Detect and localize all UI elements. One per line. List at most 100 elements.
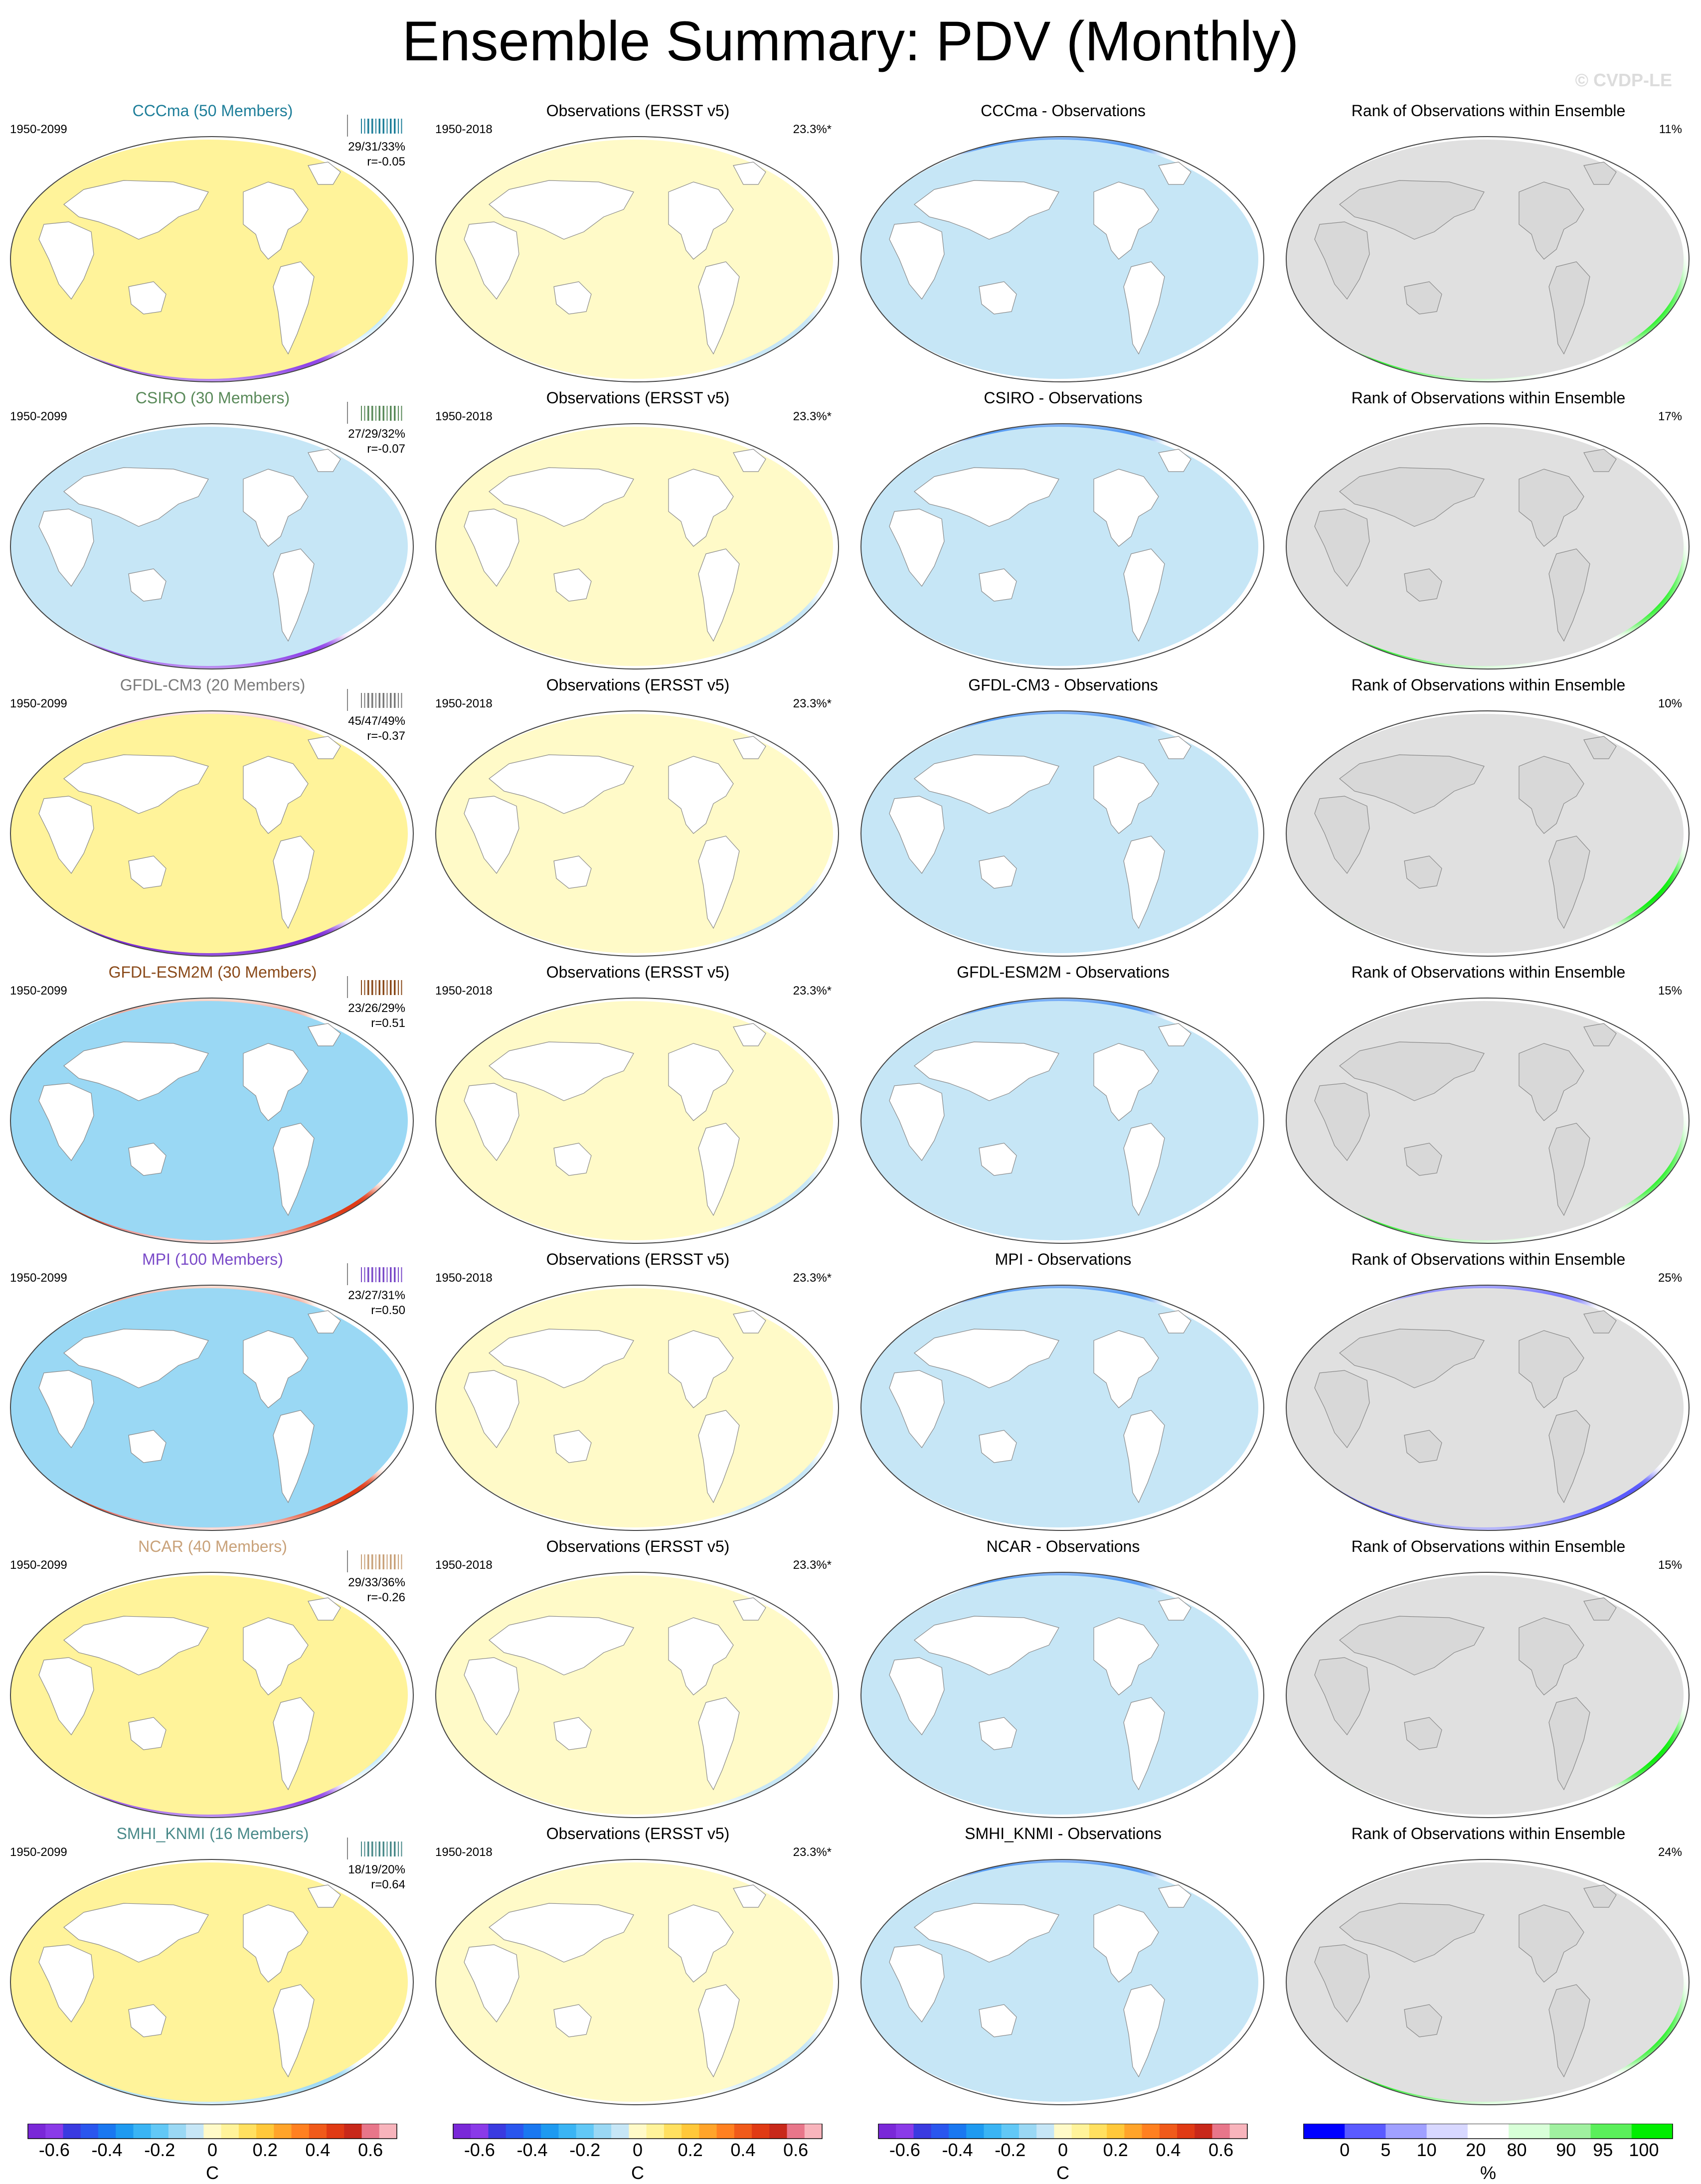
- continent-outline: [1158, 1597, 1191, 1621]
- continent-outline: [698, 1410, 740, 1504]
- continent-outline: [1519, 756, 1584, 834]
- globe-border: [860, 1285, 1264, 1531]
- continent-outline: [1583, 449, 1617, 472]
- continent-outline: [1583, 1597, 1617, 1621]
- observations-title: Observations (ERSST v5): [546, 389, 730, 407]
- difference-panel: SMHI_KNMI - Observations: [850, 1823, 1276, 2110]
- colorbar-swatch: [168, 2124, 186, 2139]
- rank-colorbar: 0 5 10 20 80 90 95 100%: [1276, 2124, 1701, 2184]
- member-ticks: [347, 689, 402, 711]
- continent-outline: [698, 548, 740, 642]
- continent-outline: [243, 469, 309, 547]
- continent-outline: [1093, 1617, 1159, 1695]
- globe-border: [1286, 1285, 1690, 1531]
- globe-border: [435, 1572, 839, 1818]
- continent-outline: [273, 1410, 315, 1504]
- continent-outline: [553, 281, 592, 315]
- observations-period: 1950-2018: [435, 1558, 493, 1572]
- difference-panel: GFDL-CM3 - Observations: [850, 674, 1276, 961]
- continent-outline: [889, 508, 945, 587]
- continent-outline: [668, 469, 734, 547]
- colorbar-tick-label: -0.4: [91, 2140, 123, 2160]
- globe-border: [860, 423, 1264, 670]
- r-stat: r=0.64: [371, 1878, 405, 1891]
- globe-border: [860, 1572, 1264, 1818]
- continent-outline: [243, 756, 309, 834]
- observations-panel: Observations (ERSST v5) 1950-2018 23.3%*: [425, 961, 850, 1248]
- globe-border: [435, 998, 839, 1244]
- map-model: [10, 710, 414, 957]
- continent-outline: [1583, 162, 1617, 185]
- observations-period: 1950-2018: [435, 1271, 493, 1285]
- rank-panel: Rank of Observations within Ensemble 25%: [1276, 1248, 1701, 1535]
- continent-outline: [63, 1041, 209, 1101]
- colorbar-swatch: [291, 2124, 310, 2139]
- continent-outline: [489, 1903, 634, 1963]
- continent-outline: [1339, 1329, 1485, 1388]
- map-difference: [860, 1285, 1264, 1531]
- continent-outline: [1093, 181, 1159, 260]
- continent-outline: [979, 281, 1017, 315]
- colorbar-swatch: [1107, 2124, 1125, 2139]
- continent-outline: [914, 1041, 1059, 1101]
- continent-outline: [308, 449, 341, 472]
- observations-variance: 23.3%*: [793, 410, 832, 423]
- map-observations: [435, 136, 839, 382]
- colorbar-swatch: [1549, 2124, 1591, 2139]
- model-panel: NCAR (40 Members) 1950-2099 29/33/36% r=-0.…: [0, 1535, 425, 1823]
- model-title: NCAR (40 Members): [138, 1537, 287, 1555]
- colorbar-swatch: [699, 2124, 717, 2139]
- difference-title: CSIRO - Observations: [984, 389, 1143, 407]
- observations-variance: 23.3%*: [793, 123, 832, 136]
- continent-outline: [1123, 1410, 1165, 1504]
- continent-outline: [273, 1123, 315, 1216]
- rank-title: Rank of Observations within Ensemble: [1351, 676, 1626, 694]
- continent-outline: [1519, 1904, 1584, 1983]
- colorbar-swatch: [769, 2124, 788, 2139]
- rank-title: Rank of Observations within Ensemble: [1351, 1250, 1626, 1268]
- member-ticks: [347, 1263, 402, 1285]
- globe-border: [10, 1859, 414, 2105]
- observations-variance: 23.3%*: [793, 697, 832, 710]
- difference-panel: MPI - Observations: [850, 1248, 1276, 1535]
- continent-outline: [489, 754, 634, 814]
- member-ticks: [347, 402, 402, 424]
- continent-outline: [1404, 1430, 1442, 1463]
- globe-border: [435, 423, 839, 670]
- continent-outline: [1158, 736, 1191, 759]
- continent-outline: [489, 1616, 634, 1676]
- continent-outline: [1123, 261, 1165, 355]
- globe-border: [435, 1859, 839, 2105]
- continent-outline: [38, 1083, 94, 1162]
- globe-border: [10, 1285, 414, 1531]
- map-difference: [860, 998, 1264, 1244]
- map-observations: [435, 1572, 839, 1818]
- continent-outline: [308, 736, 341, 759]
- continent-outline: [1123, 1123, 1165, 1216]
- rank-title: Rank of Observations within Ensemble: [1351, 102, 1626, 120]
- continent-outline: [273, 1984, 315, 2078]
- observations-title: Observations (ERSST v5): [546, 963, 730, 981]
- observations-period: 1950-2018: [435, 410, 493, 423]
- colorbar-tick-label: 0: [632, 2140, 643, 2160]
- pct-stat: 29/31/33%: [348, 140, 405, 154]
- ensemble-row: GFDL-ESM2M (30 Members) 1950-2099 23/26/29…: [0, 961, 1701, 1248]
- continent-outline: [733, 449, 766, 472]
- globe-border: [1286, 998, 1690, 1244]
- colorbar-swatch: [1124, 2124, 1143, 2139]
- rank-panel: Rank of Observations within Ensemble 15%: [1276, 961, 1701, 1248]
- continent-outline: [128, 2004, 167, 2037]
- observations-variance: 23.3%*: [793, 984, 832, 998]
- observations-title: Observations (ERSST v5): [546, 1825, 730, 1843]
- globe-border: [10, 423, 414, 670]
- model-title: SMHI_KNMI (16 Members): [116, 1825, 309, 1843]
- ensemble-row: SMHI_KNMI (16 Members) 1950-2099 18/19/20%…: [0, 1823, 1701, 2110]
- difference-panel: GFDL-ESM2M - Observations: [850, 961, 1276, 1248]
- colorbar-tick-label: 20: [1466, 2140, 1486, 2160]
- colorbar-swatch: [28, 2124, 46, 2139]
- continent-outline: [38, 221, 94, 300]
- difference-title: NCAR - Observations: [986, 1537, 1140, 1555]
- colorbar-tick-label: 100: [1629, 2140, 1659, 2160]
- continent-outline: [1158, 1310, 1191, 1334]
- continent-outline: [1404, 2004, 1442, 2037]
